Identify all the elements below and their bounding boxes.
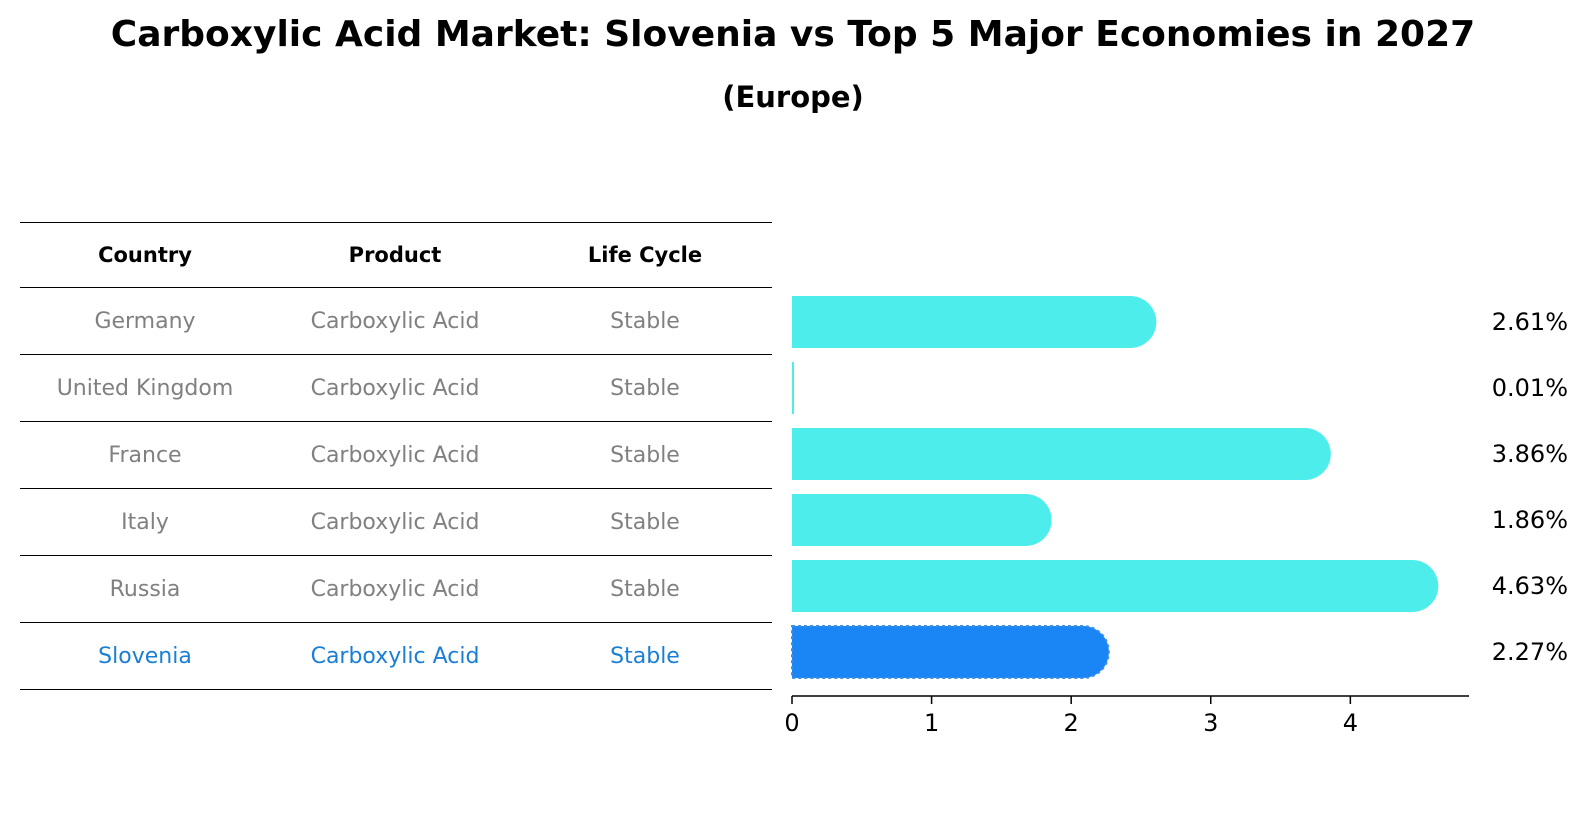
value-label: 4.63% [1492,572,1568,600]
value-label: 2.61% [1492,308,1568,336]
bar-germany [792,296,1157,348]
product-cell: Carboxylic Acid [310,308,480,334]
x-tick-label: 2 [1064,709,1079,737]
bar-united-kingdom [792,362,794,414]
life-cycle-cell: Stable [610,509,680,535]
table-row: United Kingdom Carboxylic Acid Stable [20,355,772,422]
chart-title: Carboxylic Acid Market: Slovenia vs Top … [110,14,1476,55]
x-tick-label: 3 [1203,709,1218,737]
product-cell: Carboxylic Acid [310,509,480,535]
life-cycle-cell: Stable [610,375,680,401]
product-cell: Carboxylic Acid [310,643,480,669]
bar-slovenia [791,625,1110,679]
bar-italy [792,494,1052,546]
value-label: 2.27% [1492,638,1568,666]
x-tick-label: 4 [1343,709,1358,737]
table-header-row: Country Product Life Cycle [20,222,772,288]
product-cell: Carboxylic Acid [310,375,480,401]
country-cell: Russia [109,576,181,602]
bar-russia [792,560,1439,612]
table-row: France Carboxylic Acid Stable [20,422,772,489]
header-country: Country [98,243,192,267]
country-cell: United Kingdom [56,375,234,401]
country-cell: Slovenia [98,643,192,669]
value-label: 1.86% [1492,506,1568,534]
value-label: 0.01% [1492,374,1568,402]
x-tick-label: 0 [784,709,799,737]
table-row: Russia Carboxylic Acid Stable [20,556,772,623]
life-cycle-cell: Stable [610,308,680,334]
data-table: Country Product Life Cycle Germany Carbo… [20,222,772,690]
table-row: Italy Carboxylic Acid Stable [20,489,772,556]
country-cell: Italy [121,509,169,535]
life-cycle-cell: Stable [610,643,680,669]
bar-france [792,428,1331,480]
header-life-cycle: Life Cycle [587,243,703,267]
value-label: 3.86% [1492,440,1568,468]
country-cell: Germany [94,308,196,334]
header-product: Product [348,243,442,267]
x-tick-label: 1 [924,709,939,737]
life-cycle-cell: Stable [610,576,680,602]
table-row: Germany Carboxylic Acid Stable [20,288,772,355]
product-cell: Carboxylic Acid [310,442,480,468]
table-row-highlight: Slovenia Carboxylic Acid Stable [20,623,772,690]
product-cell: Carboxylic Acid [310,576,480,602]
chart-subtitle: (Europe) [722,80,864,114]
life-cycle-cell: Stable [610,442,680,468]
country-cell: France [108,442,182,468]
